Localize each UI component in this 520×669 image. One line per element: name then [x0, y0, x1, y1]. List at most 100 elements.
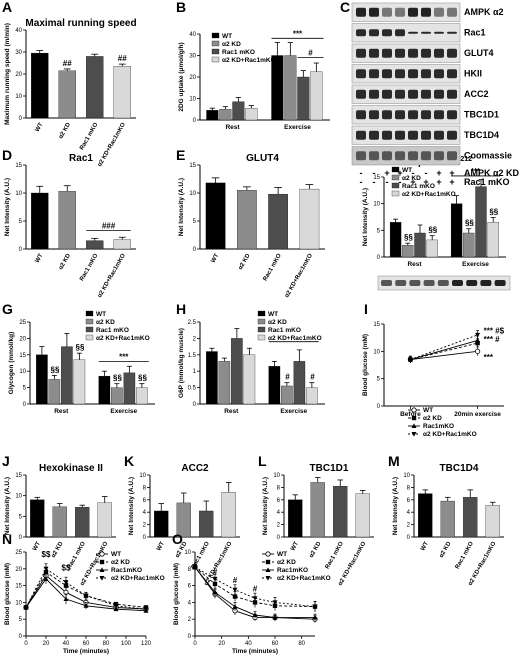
blot-band — [421, 110, 431, 120]
blot-band — [408, 7, 418, 17]
marker — [272, 600, 278, 605]
x-tick-label: Rac1 mKO — [262, 253, 283, 283]
blot-strip — [351, 146, 461, 166]
y-tick-label: 0 — [193, 118, 197, 124]
blot-band — [434, 110, 444, 120]
x-tick-label: Rac1 mKO — [79, 253, 100, 283]
blot-band — [382, 110, 392, 120]
marker — [232, 594, 238, 599]
panel-label: D — [2, 147, 12, 163]
significance-mark: §§ — [76, 343, 85, 352]
y-tick-label: 0 — [277, 535, 281, 541]
panel-label: E — [176, 147, 185, 163]
legend-label: α2 KD+Rac1mKO — [402, 191, 456, 198]
blot-band — [408, 89, 418, 99]
legend-swatch — [391, 182, 400, 189]
marker — [312, 604, 318, 610]
bar — [450, 203, 463, 258]
marker — [312, 614, 318, 620]
legend-swatch — [257, 310, 266, 317]
blot-label: Rac1 — [464, 28, 486, 38]
blot-band — [447, 69, 457, 79]
bar — [414, 232, 426, 258]
y-tick-label: 2 — [407, 523, 411, 529]
x-tick-label: 60 — [272, 641, 279, 647]
bar — [31, 52, 49, 119]
blot-band — [356, 110, 366, 120]
bar — [48, 379, 61, 405]
y-axis-label: Net Intensity (A.U.) — [362, 188, 369, 246]
significance-mark: # — [233, 576, 238, 585]
blot-band — [395, 29, 405, 37]
x-tick-label: WT — [35, 122, 45, 133]
blot-label: GLUT4 — [464, 48, 494, 58]
blot-band — [447, 130, 457, 140]
y-tick-label: 10 — [184, 550, 191, 556]
group-label: Rest — [407, 261, 422, 268]
significance-mark: $$ — [62, 563, 71, 572]
blot-sign: + — [436, 168, 441, 178]
blot-band — [369, 89, 379, 99]
panel-label: B — [176, 0, 186, 15]
bracket-label: *** — [119, 352, 129, 361]
panel-label: C — [340, 0, 350, 15]
legend-swatch — [85, 334, 94, 341]
y-tick-label: 2 — [277, 523, 281, 529]
blot-sign: + — [449, 168, 454, 178]
bar — [221, 492, 236, 538]
blot-band — [382, 48, 392, 58]
y-tick-label: 20 — [189, 75, 196, 81]
bar — [73, 359, 86, 405]
significance-mark: §§ — [138, 374, 147, 383]
legend-label: WT — [402, 167, 412, 174]
bar — [268, 366, 281, 405]
x-axis-label: Time (minutes) — [63, 648, 109, 655]
marker — [265, 567, 271, 572]
blot-sign: - — [360, 168, 363, 178]
y-tick-label: 10 — [15, 600, 22, 606]
panel-label: G — [2, 301, 13, 317]
legend-swatch — [211, 40, 220, 47]
x-tick-label: α2 KD — [58, 121, 72, 140]
blot-sign: + — [410, 177, 415, 187]
y-tick-label: 15 — [189, 163, 196, 169]
marker — [265, 576, 271, 581]
y-tick-label: 5 — [377, 228, 381, 234]
y-tick-label: 25 — [15, 550, 22, 556]
legend-label: WT — [423, 407, 433, 414]
blot-label: TBC1D4 — [464, 130, 499, 140]
blot-band — [395, 89, 405, 99]
legend-swatch — [257, 334, 266, 341]
marker — [212, 581, 218, 587]
bar — [58, 191, 76, 250]
x-tick-label: 40 — [63, 641, 70, 647]
blot-band — [395, 48, 405, 58]
y-tick-label: 10 — [373, 202, 380, 208]
group-label: Exercise — [280, 408, 307, 415]
panel-M: 0 2 4 6 8 10 Net Intensity (A.U.) M TBC1D4 WT α2 K… — [388, 453, 504, 587]
blot-strip — [351, 125, 461, 145]
bar — [426, 239, 438, 258]
y-axis-label: Net Intensity (A.U.) — [262, 477, 269, 535]
legend-swatch — [211, 48, 220, 55]
y-tick-label: 15 — [19, 353, 26, 359]
blot-band — [437, 280, 449, 286]
y-tick-label: 0 — [23, 402, 27, 408]
blot-band — [395, 130, 405, 140]
x-tick-label: 100 — [121, 641, 132, 647]
bar — [288, 499, 303, 538]
blot-band — [395, 151, 405, 161]
x-tick-label: 20min exercise — [454, 411, 501, 418]
panel-O: 0 2 4 6 8 10 Blood glucose (mM) O 0 20 40 60 80 Time … — [172, 531, 331, 655]
bar — [219, 109, 232, 121]
y-tick-label: 0 — [19, 247, 23, 253]
x-tick-label: 40 — [245, 641, 252, 647]
x-tick-label: α2 KD — [51, 540, 65, 559]
y-tick-label: 0 — [377, 404, 381, 410]
bracket-label: # — [308, 49, 313, 58]
legend-swatch — [211, 32, 220, 39]
blot-band — [356, 69, 366, 79]
legend-label: α2 KD — [277, 559, 296, 566]
